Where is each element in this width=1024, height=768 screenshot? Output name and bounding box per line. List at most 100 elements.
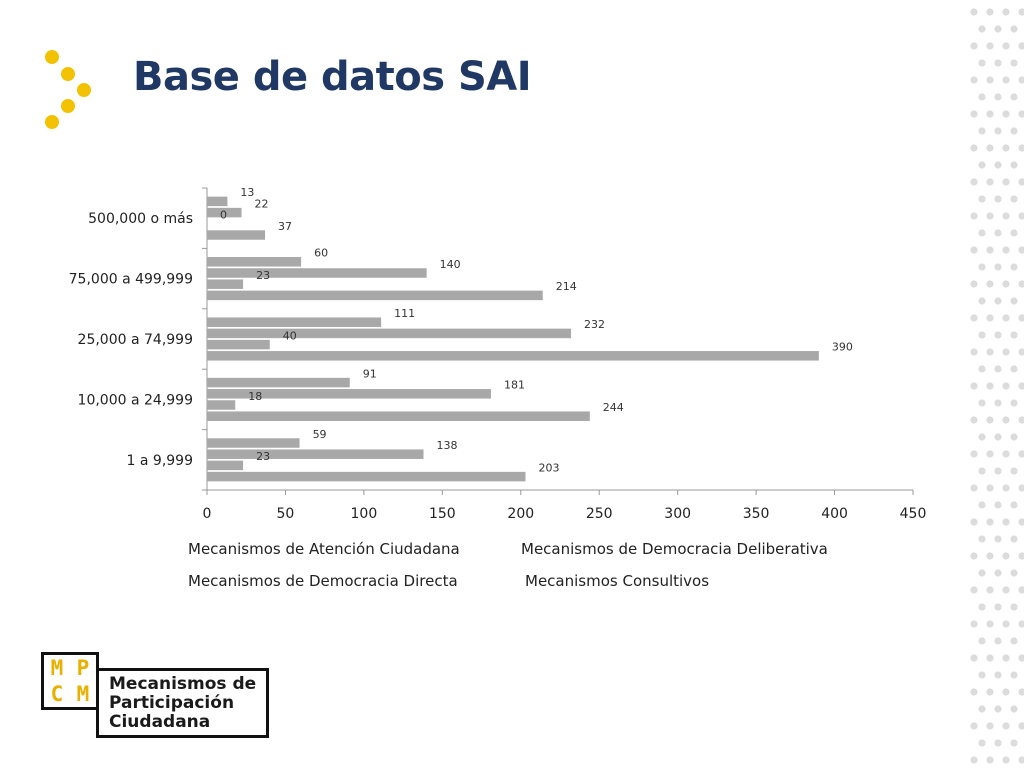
deco-dot [978, 297, 986, 305]
deco-dot [1018, 212, 1024, 220]
accent-dot [61, 99, 75, 113]
data-label: 13 [240, 186, 254, 199]
deco-dot [1018, 756, 1024, 764]
deco-dot [1010, 59, 1018, 67]
deco-dot [1002, 484, 1010, 492]
deco-dot [1002, 42, 1010, 50]
deco-dot [1002, 756, 1010, 764]
deco-dot [986, 586, 994, 594]
deco-dot [970, 348, 978, 356]
deco-dot [1018, 484, 1024, 492]
deco-dot [978, 229, 986, 237]
y-category-label: 75,000 a 499,999 [69, 272, 193, 288]
data-label: 138 [437, 439, 458, 452]
data-label: 181 [504, 379, 525, 392]
deco-dot [986, 416, 994, 424]
deco-dot [1018, 654, 1024, 662]
accent-dot [77, 83, 91, 97]
accent-dot [61, 67, 75, 81]
deco-dot [970, 416, 978, 424]
deco-dot [994, 263, 1002, 271]
deco-dot [1010, 161, 1018, 169]
deco-dot [1002, 144, 1010, 152]
deco-dot [1010, 93, 1018, 101]
bar [207, 389, 491, 399]
x-tick-label: 150 [429, 506, 456, 522]
deco-dot [978, 433, 986, 441]
deco-dot [1002, 620, 1010, 628]
data-label: 244 [603, 401, 624, 414]
x-tick-label: 50 [277, 506, 295, 522]
deco-dot [1018, 144, 1024, 152]
deco-dot [970, 484, 978, 492]
deco-dot [994, 637, 1002, 645]
data-label: 22 [255, 197, 269, 210]
deco-dot [970, 212, 978, 220]
bar [207, 351, 819, 361]
deco-dot [1010, 433, 1018, 441]
deco-dot [978, 127, 986, 135]
mpcm-logo: M P C M Mecanismos de Participación Ciud… [41, 652, 269, 738]
bar [207, 328, 571, 339]
deco-dot [1010, 501, 1018, 509]
deco-dot [994, 59, 1002, 67]
deco-dot [986, 110, 994, 118]
deco-dot [986, 280, 994, 288]
y-category-label: 1 a 9,999 [127, 453, 193, 469]
deco-dot [978, 195, 986, 203]
deco-dot [986, 178, 994, 186]
deco-dot [978, 25, 986, 33]
legend-item-atencion-ciudadana: Mecanismos de Atención Ciudadana [188, 540, 460, 558]
deco-dot [970, 144, 978, 152]
deco-dot [1002, 280, 1010, 288]
data-label: 23 [256, 269, 270, 282]
deco-dot [970, 756, 978, 764]
deco-dot [994, 331, 1002, 339]
data-label: 40 [283, 329, 297, 342]
deco-dot [970, 518, 978, 526]
bar [207, 400, 236, 410]
deco-dot [978, 161, 986, 169]
deco-dot [994, 467, 1002, 475]
deco-dot [978, 501, 986, 509]
deco-dot [1018, 450, 1024, 458]
deco-dot [986, 756, 994, 764]
x-tick-label: 350 [743, 506, 770, 522]
deco-dot [1010, 467, 1018, 475]
bar [207, 268, 427, 278]
deco-dot [978, 365, 986, 373]
deco-dot [994, 297, 1002, 305]
deco-dot [1018, 688, 1024, 696]
deco-dot [1018, 620, 1024, 628]
deco-dot [978, 399, 986, 407]
deco-dot [970, 178, 978, 186]
deco-dot [970, 552, 978, 560]
data-label: 203 [538, 461, 559, 474]
deco-dot [986, 552, 994, 560]
deco-dot [986, 484, 994, 492]
deco-dot [1018, 722, 1024, 730]
accent-dot [45, 50, 59, 64]
deco-dot [994, 25, 1002, 33]
deco-dot [1002, 110, 1010, 118]
deco-dot [1018, 110, 1024, 118]
data-label: 390 [832, 341, 853, 354]
deco-dot [978, 59, 986, 67]
deco-dot [994, 399, 1002, 407]
deco-dot [1018, 348, 1024, 356]
deco-dot [994, 433, 1002, 441]
deco-dot [994, 229, 1002, 237]
data-label: 23 [256, 450, 270, 463]
deco-dot [978, 93, 986, 101]
deco-dot [986, 722, 994, 730]
deco-dot [994, 739, 1002, 747]
deco-dot [994, 603, 1002, 611]
bar [207, 471, 526, 482]
data-label: 18 [248, 390, 262, 403]
deco-dot [986, 518, 994, 526]
mpcm-logo-mark: M P C M [41, 652, 99, 710]
bar [207, 230, 266, 240]
deco-dot [1010, 229, 1018, 237]
data-label: 140 [440, 258, 461, 271]
deco-dot [978, 467, 986, 475]
